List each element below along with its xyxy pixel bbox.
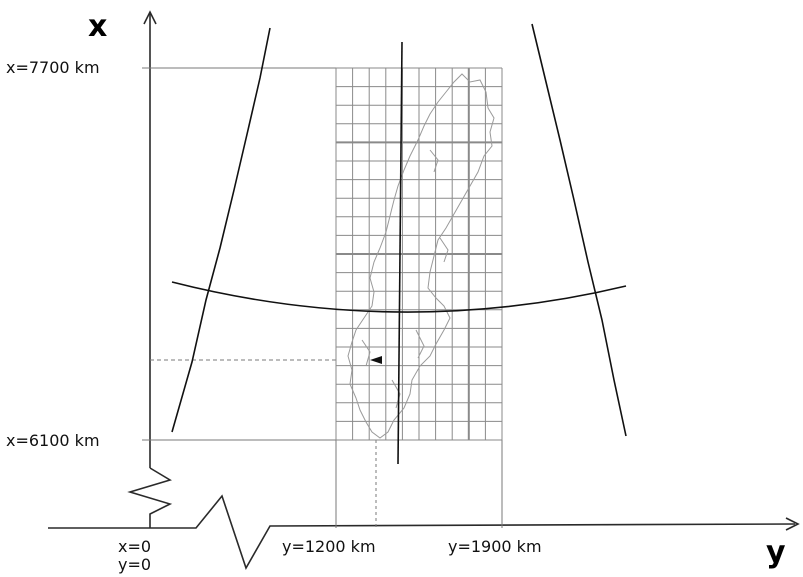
- tick-label-y-right: y=1900 km: [448, 537, 542, 556]
- tick-label-x-bottom: x=6100 km: [6, 431, 100, 450]
- x-axis: [127, 10, 173, 528]
- tick-label-origin-y: y=0: [118, 555, 151, 574]
- tick-lines: [142, 67, 503, 528]
- left-projection-line: [171, 27, 271, 433]
- x-axis-label: x: [88, 9, 107, 44]
- right-projection-line: [531, 23, 627, 437]
- map-grid: [335, 67, 503, 441]
- coastline-outline: [347, 73, 495, 439]
- tick-label-x-top: x=7700 km: [6, 58, 100, 77]
- tick-label-y-left: y=1200 km: [282, 537, 376, 556]
- y-axis: [48, 494, 800, 570]
- y-axis-label: y: [766, 535, 786, 570]
- location-marker-icon: [370, 356, 382, 364]
- tick-label-origin-x: x=0: [118, 537, 151, 556]
- central-meridian: [397, 41, 403, 465]
- latitude-arc: [171, 281, 627, 313]
- coastline-detail: [361, 149, 449, 409]
